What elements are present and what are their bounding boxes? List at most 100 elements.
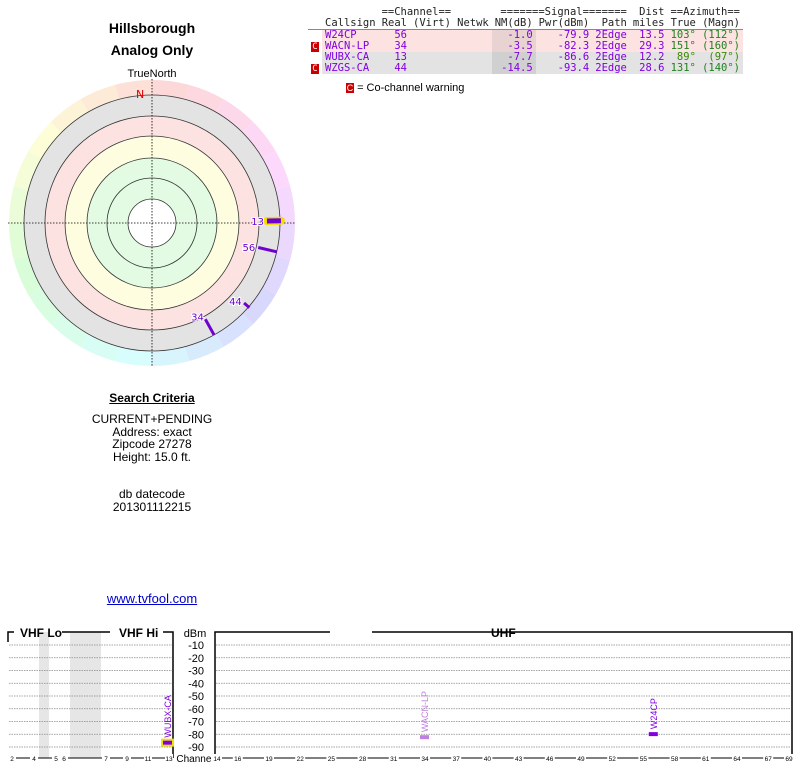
channel-tick: 22 [297,756,305,763]
signal-marker[interactable] [420,735,429,740]
cochannel-warning-icon: C [311,64,319,74]
callsign[interactable]: WACN-LP [322,41,379,52]
signal-marker[interactable] [648,732,658,737]
criteria-line: Zipcode 27278 [112,437,192,451]
channel-tick: 9 [125,756,129,763]
col-callsign: Callsign [325,17,376,29]
dbm-tick: -20 [188,653,204,665]
station-row[interactable]: W24CP 56 -1.0 -79.9 2Edge 13.5 103° (112… [308,29,744,41]
channel-tick: 64 [733,756,741,763]
station-channel-label: 56 [243,243,256,254]
station-row[interactable]: WUBX-CA 13 -7.7 -86.6 2Edge 12.2 89° (97… [308,52,744,63]
signal-group-header: =======Signal======= [500,6,627,18]
north-marker: N [136,88,144,101]
channel-tick: 2 [10,756,14,763]
noise-margin: -7.7 [491,52,536,63]
channel-tick: 19 [265,756,273,763]
signal-marker[interactable] [163,740,172,745]
station-row[interactable]: C WACN-LP 34 -3.5 -82.3 2Edge 29.3 151° … [308,41,744,52]
legend-text: = Co-channel warning [357,82,465,94]
dist-header: Dist [639,6,665,18]
station-table: ==Channel== =======Signal======= Dist ==Azi… [308,6,744,74]
col-true: True [670,17,696,29]
channel-tick: 52 [609,756,617,763]
channel-tick: 55 [640,756,648,763]
channel-tick: 49 [577,756,585,763]
col-pwr: Pwr(dBm) [538,17,590,29]
channel-label: Channel [176,754,213,765]
dbm-tick: -50 [188,691,204,703]
path: 2Edge [592,41,630,52]
real-channel: 44 [378,63,410,74]
noise-margin: -1.0 [491,29,536,41]
station-row[interactable]: C WZGS-CA 44 -14.5 -93.4 2Edge 28.6 131°… [308,63,744,74]
dbm-tick: -60 [188,704,204,716]
callsign[interactable]: WZGS-CA [322,63,379,74]
cochannel-legend: C = Co-channel warning [346,82,464,94]
channel-tick: 25 [328,756,336,763]
azimuth-group-header: ==Azimuth== [670,6,741,18]
criteria-line: CURRENT+PENDING [91,412,213,426]
station-bearing-line[interactable] [243,301,251,309]
dbm-tick: -80 [188,729,204,741]
col-miles: miles [632,17,665,29]
network [454,52,492,63]
db-datecode-label: db datecode [118,487,186,501]
virt-channel [410,63,455,74]
cochannel-warning-icon: C [346,83,354,93]
dbm-label: dBm [184,628,207,640]
vhf-hi-label: VHF Hi [119,626,158,640]
channel-tick: 14 [213,756,221,763]
azimuth-true: 103° [667,29,699,41]
azimuth-magnetic: (140°) [698,63,744,74]
channel-tick: 7 [104,756,108,763]
col-magn: (Magn) [702,17,741,29]
azimuth-true: 131° [667,63,699,74]
callsign[interactable]: W24CP [322,29,379,41]
cochannel-warning-icon: C [311,42,319,52]
true-north-label: TrueNorth [127,68,177,80]
channel-tick: 46 [546,756,554,763]
channel-tick: 34 [421,756,429,763]
channel-group-header: ==Channel== [381,6,452,18]
station-bearing-line[interactable] [204,318,216,336]
criteria-line: Address: exact [112,424,192,439]
channel-tick: 13 [165,756,173,763]
power: -86.6 [535,52,593,63]
col-netwk: Netwk [457,17,489,29]
db-datecode: db datecode 201301112215 [0,488,304,513]
azimuth-magnetic: (160°) [698,41,744,52]
channel-tick: 58 [671,756,679,763]
station-bearing-line[interactable] [257,246,278,254]
channel-tick: 11 [145,756,152,763]
azimuth-magnetic: (112°) [698,29,744,41]
azimuth-true: 151° [667,41,699,52]
station-channel-label: 44 [229,297,242,308]
power: -93.4 [535,63,593,74]
channel-tick: 31 [390,756,398,763]
channel-tick: 16 [234,756,242,763]
polar-plot: N 13 56 44 34 [8,79,296,367]
path: 2Edge [592,52,630,63]
channel-tick: 4 [32,756,36,763]
noise-margin: -14.5 [491,63,536,74]
channel-tick: 61 [702,756,710,763]
vhf-lo-label: VHF Lo [20,626,62,640]
callsign[interactable]: WUBX-CA [322,52,379,63]
marker-callsign: W24CP [649,698,659,729]
real-channel: 56 [378,29,410,41]
distance: 12.2 [629,52,668,63]
analog-only-subtitle: Analog Only [110,42,194,58]
marker-callsign: WUBX-CA [163,695,173,738]
marker-callsign: WACN-LP [420,691,430,732]
network [454,41,492,52]
real-channel: 34 [378,41,410,52]
spectrum-chart: VHF Lo VHF Hi UHF dBm Channel -10-20-30-… [7,626,794,765]
db-datecode-value: 201301112215 [112,499,192,514]
station-channel-label: 34 [191,313,204,324]
search-criteria: CURRENT+PENDING Address: exact Zipcode 2… [0,413,304,463]
channel-tick: 28 [359,756,367,763]
virt-channel [410,41,455,52]
tvfool-link[interactable]: www.tvfool.com [106,591,198,606]
network [454,29,492,41]
